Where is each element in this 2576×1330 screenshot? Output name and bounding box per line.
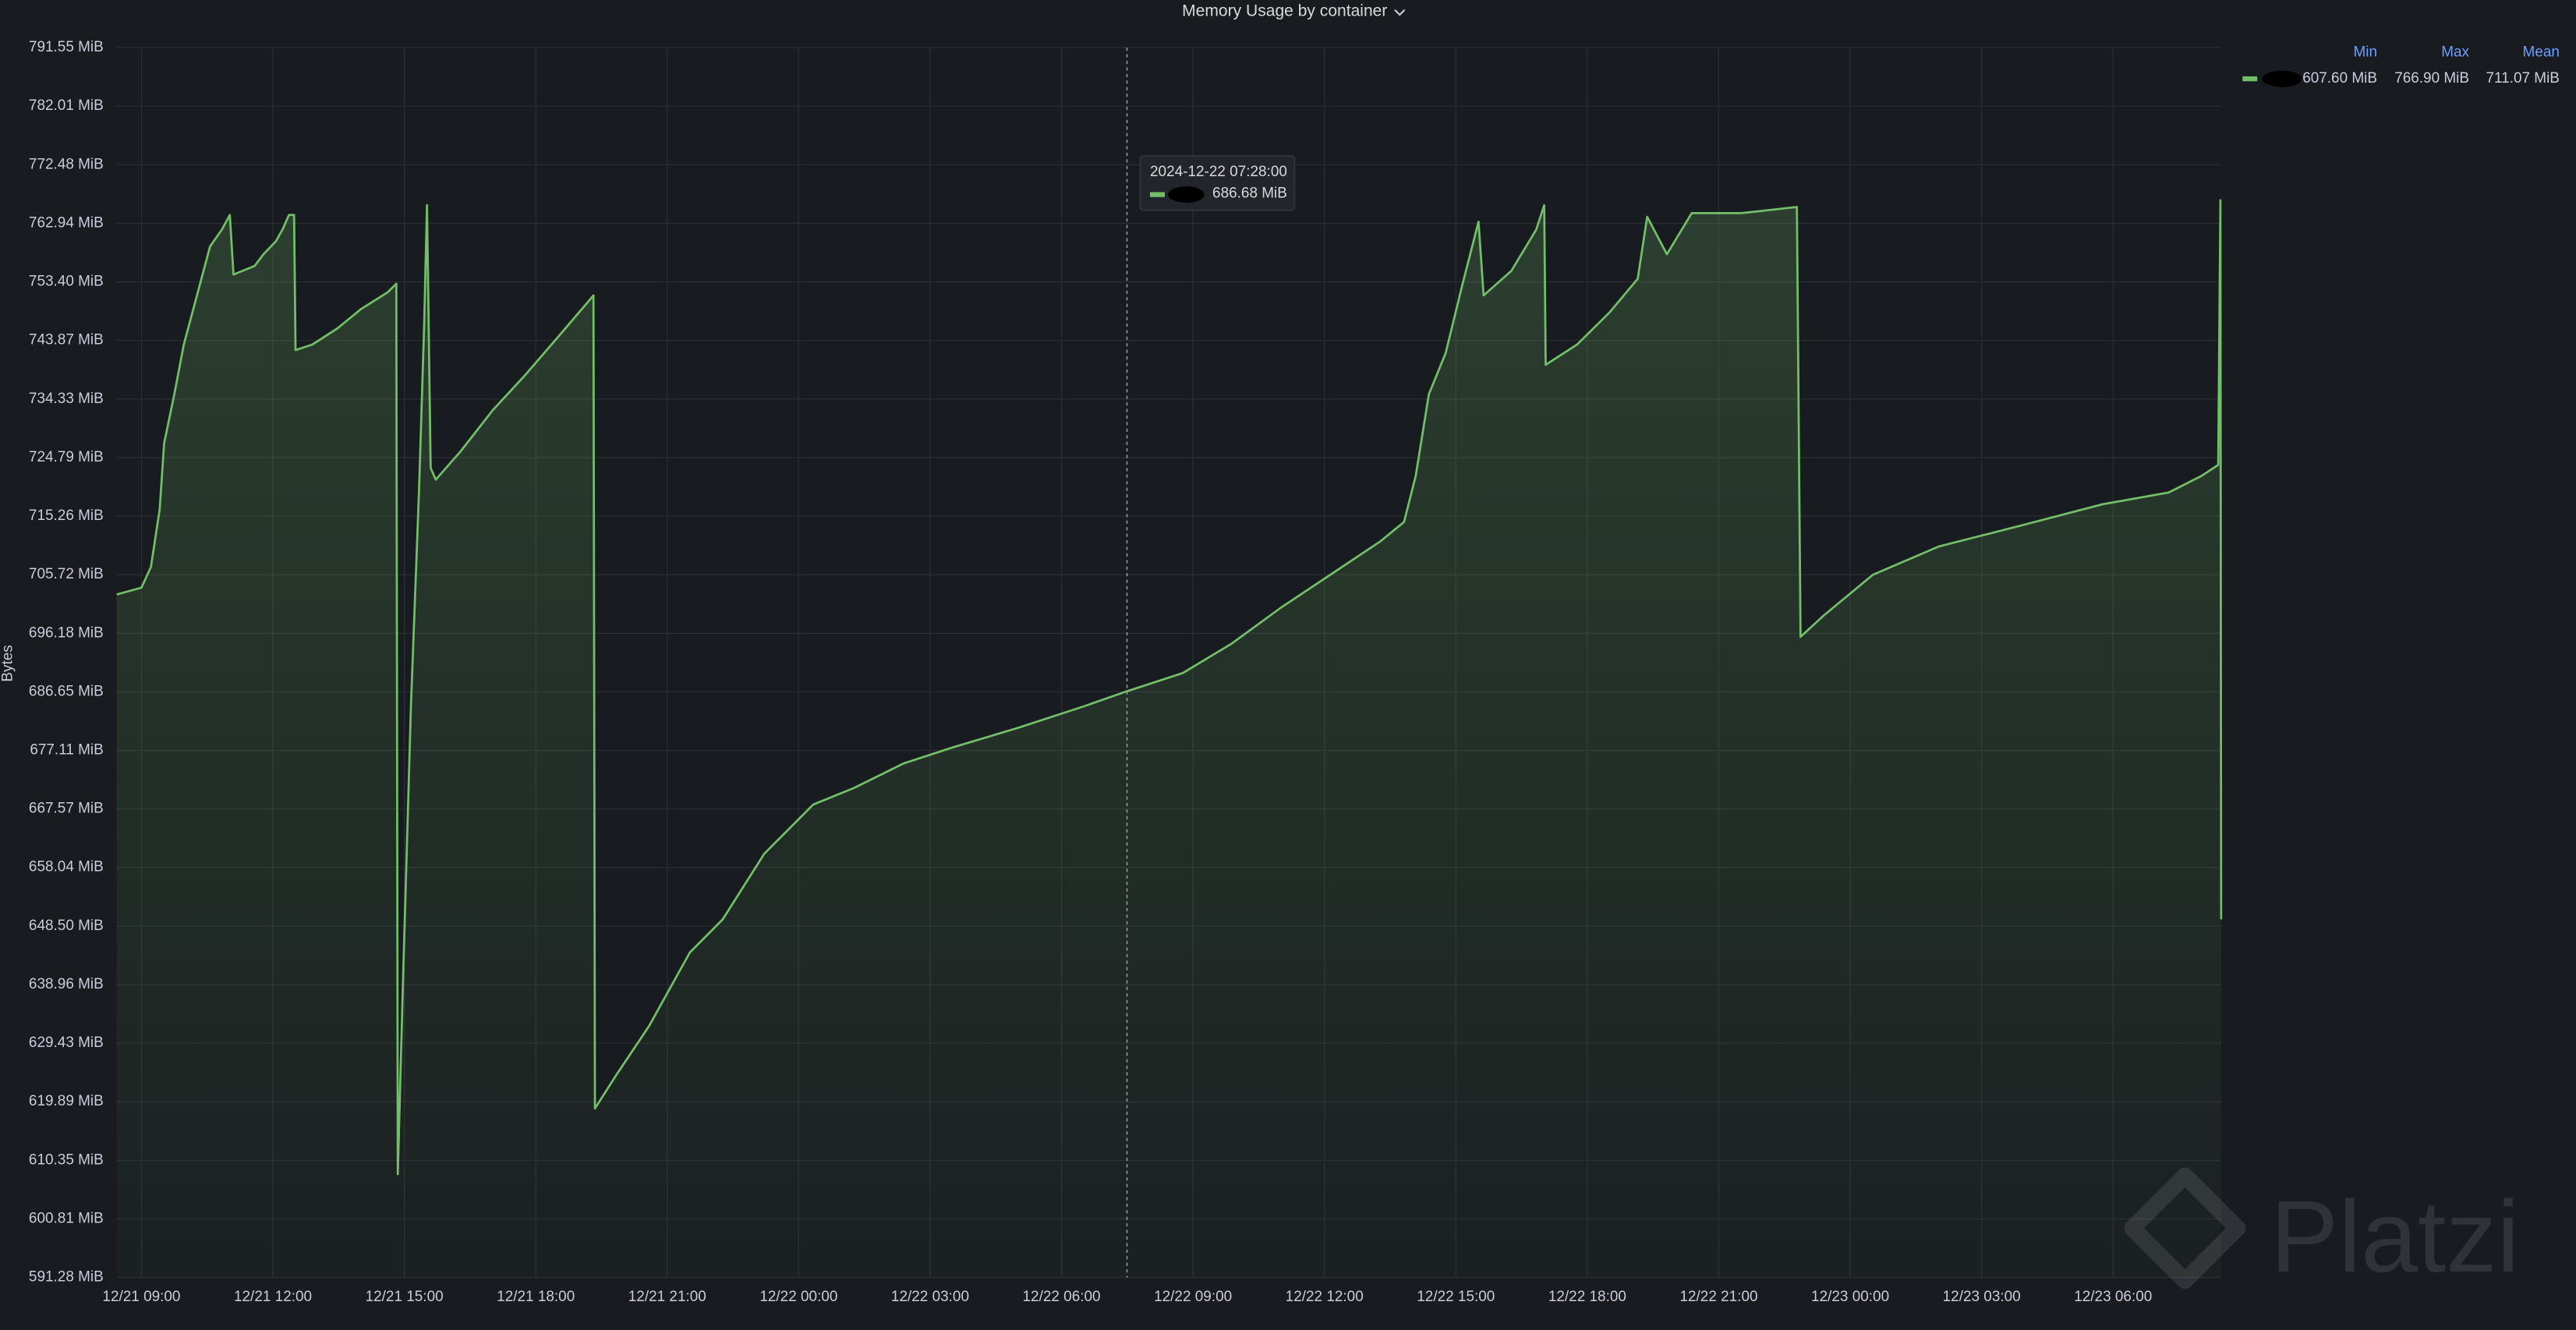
y-tick-label: 791.55 MiB bbox=[29, 39, 104, 55]
legend-header: Max bbox=[2441, 44, 2469, 60]
y-tick-label: 772.48 MiB bbox=[29, 156, 104, 172]
y-tick-label: 715.26 MiB bbox=[29, 508, 104, 524]
title-chevron[interactable] bbox=[1394, 9, 1406, 16]
y-tick-label: 600.81 MiB bbox=[29, 1211, 104, 1227]
x-tick-label: 12/21 18:00 bbox=[497, 1289, 575, 1305]
redacted-name bbox=[2262, 70, 2302, 87]
y-tick-label: 591.28 MiB bbox=[29, 1269, 104, 1286]
watermark: Platzi bbox=[2124, 1167, 2520, 1293]
y-tick-label: 686.65 MiB bbox=[29, 683, 104, 699]
x-tick-label: 12/21 15:00 bbox=[366, 1289, 444, 1305]
y-tick-label: 638.96 MiB bbox=[29, 976, 104, 992]
y-tick-label: 619.89 MiB bbox=[29, 1093, 104, 1109]
x-tick-label: 12/23 00:00 bbox=[1811, 1289, 1889, 1305]
x-tick-label: 12/22 09:00 bbox=[1154, 1289, 1232, 1305]
x-tick-label: 12/22 15:00 bbox=[1417, 1289, 1495, 1305]
y-tick-label: 705.72 MiB bbox=[29, 566, 104, 582]
tooltip-swatch bbox=[1150, 192, 1165, 197]
y-tick-label: 629.43 MiB bbox=[29, 1035, 104, 1051]
x-tick-label: 12/21 21:00 bbox=[628, 1289, 706, 1305]
y-tick-label: 782.01 MiB bbox=[29, 97, 104, 114]
y-tick-label: 658.04 MiB bbox=[29, 859, 104, 875]
x-tick-label: 12/22 00:00 bbox=[759, 1289, 837, 1305]
y-axis-label: Bytes bbox=[0, 645, 16, 681]
line bbox=[116, 199, 2223, 1176]
x-tick-label: 12/22 06:00 bbox=[1023, 1289, 1101, 1305]
x-tick-label: 12/23 03:00 bbox=[1943, 1289, 2021, 1305]
x-tick-label: 12/23 06:00 bbox=[2074, 1289, 2152, 1305]
legend-stat: 607.60 MiB bbox=[2302, 70, 2377, 87]
y-tick-label: 724.79 MiB bbox=[29, 449, 104, 465]
y-tick-label: 753.40 MiB bbox=[29, 274, 104, 290]
legend-header: Min bbox=[2354, 44, 2378, 60]
y-tick-label: 734.33 MiB bbox=[29, 391, 104, 407]
x-tick-label: 12/22 21:00 bbox=[1679, 1289, 1757, 1305]
y-tick-label: 667.57 MiB bbox=[29, 801, 104, 817]
area bbox=[116, 200, 2221, 1278]
legend-swatch[interactable] bbox=[2242, 76, 2258, 82]
y-tick-label: 648.50 MiB bbox=[29, 918, 104, 934]
tooltip-time: 2024-12-22 07:28:00 bbox=[1150, 164, 1287, 180]
legend-stat: 711.07 MiB bbox=[2486, 70, 2560, 87]
x-tick-label: 12/22 18:00 bbox=[1548, 1289, 1626, 1305]
y-tick-label: 762.94 MiB bbox=[29, 214, 104, 231]
chart-title[interactable]: Memory Usage by container bbox=[1182, 2, 1387, 19]
legend-stat: 766.90 MiB bbox=[2394, 70, 2469, 87]
redacted-name bbox=[1168, 186, 1205, 203]
legend: Min 607.60 MiB Max 766.90 MiB Mean 711.07 MiB bbox=[2242, 44, 2560, 87]
y-tick-label: 677.11 MiB bbox=[30, 742, 103, 759]
x-tick-label: 12/21 12:00 bbox=[234, 1289, 312, 1305]
x-tick-label: 12/22 12:00 bbox=[1286, 1289, 1364, 1305]
legend-header: Mean bbox=[2523, 44, 2560, 60]
watermark-text: Platzi bbox=[2270, 1180, 2519, 1293]
y-tick-label: 743.87 MiB bbox=[29, 332, 104, 348]
x-tick-label: 12/22 03:00 bbox=[891, 1289, 969, 1305]
x-tick-label: 12/21 09:00 bbox=[102, 1289, 180, 1305]
y-tick-label: 610.35 MiB bbox=[29, 1151, 104, 1168]
y-tick-label: 696.18 MiB bbox=[29, 624, 104, 641]
tooltip-value: 686.68 MiB bbox=[1212, 186, 1287, 202]
plot bbox=[116, 199, 2223, 1278]
watermark-logo bbox=[2124, 1167, 2246, 1289]
